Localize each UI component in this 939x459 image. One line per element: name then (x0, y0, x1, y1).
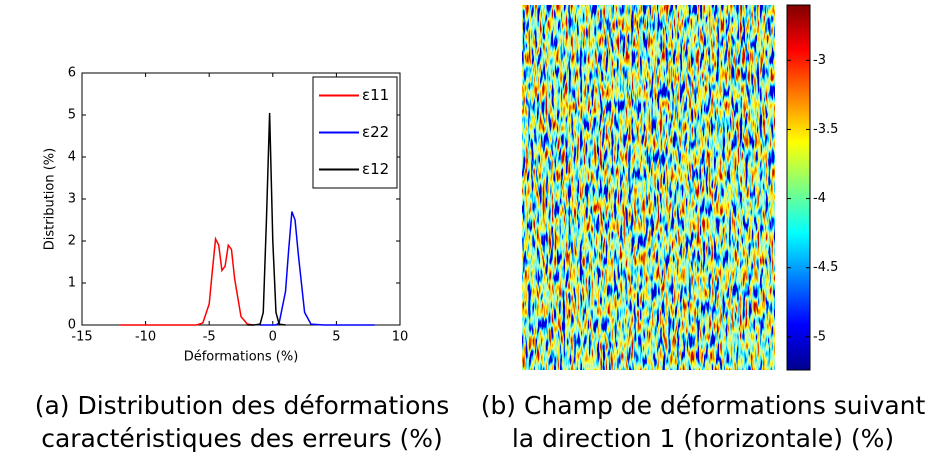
legend-label: ε12 (362, 160, 389, 178)
distribution-chart: -15 -10 -5 0 5 10 0 1 2 3 4 5 6 Déformations (%) Distr… (35, 66, 450, 454)
x-tick-label: -15 (71, 330, 92, 345)
colorbar-tick-label: -5 (813, 329, 826, 344)
x-tick-label: -10 (135, 330, 156, 345)
y-axis-label: Distribution (%) (43, 148, 58, 250)
x-axis-label: Déformations (%) (184, 350, 299, 365)
y-tick-label: 3 (68, 192, 76, 207)
y-tick-label: 6 (68, 66, 76, 81)
y-tick-label: 5 (68, 108, 76, 123)
strain-field (522, 5, 775, 370)
colorbar-tick-label: -4.5 (813, 260, 838, 275)
caption: (b) Champ de déformations suivant (481, 391, 926, 420)
caption: (a) Distribution des déformations (35, 391, 450, 420)
y-tick-label: 4 (68, 150, 76, 165)
strain-field-chart: -5 -4.5 -4 -3.5 -3 (b) Champ de déformations … (481, 4, 926, 453)
series-line (247, 112, 286, 326)
caption: la direction 1 (horizontale) (%) (512, 424, 894, 453)
x-tick-label: 5 (332, 330, 340, 345)
series-line (120, 236, 254, 326)
series-line (260, 211, 375, 326)
y-tick-label: 2 (68, 234, 76, 249)
colorbar-tick-label: -3.5 (813, 122, 838, 137)
legend-label: ε22 (362, 123, 389, 141)
x-tick-label: 10 (392, 330, 409, 345)
legend-label: ε11 (362, 86, 389, 104)
colorbar (786, 4, 811, 371)
colorbar-tick-label: -4 (813, 191, 826, 206)
y-tick-label: 0 (68, 318, 76, 333)
x-tick-label: 0 (269, 330, 277, 345)
colorbar-tick-label: -3 (813, 53, 826, 68)
y-tick-label: 1 (68, 276, 76, 291)
x-tick-label: -5 (203, 330, 216, 345)
caption: caractéristiques des erreurs (%) (41, 424, 443, 453)
